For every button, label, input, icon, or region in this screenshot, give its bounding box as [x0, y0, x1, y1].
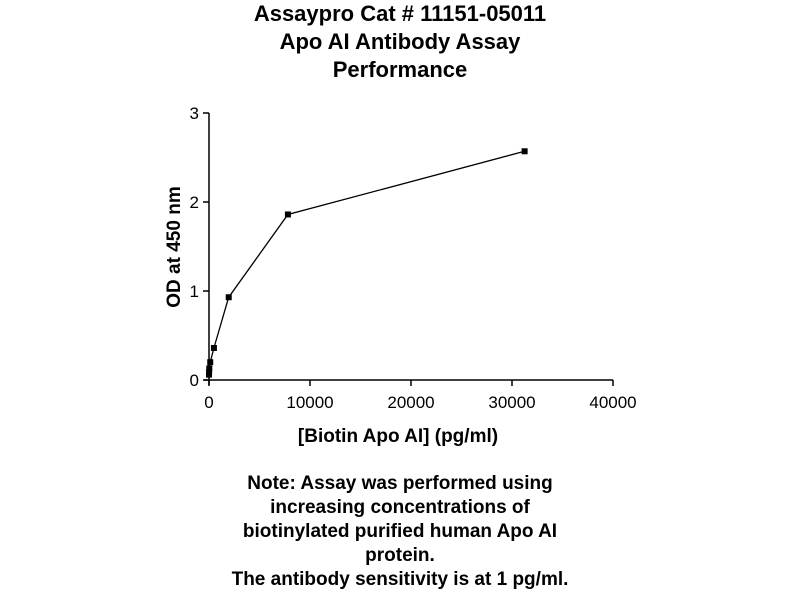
data-point [206, 371, 213, 378]
data-point [284, 211, 291, 218]
note-line-3: biotinylated purified human Apo AI [242, 521, 558, 542]
data-point [207, 359, 214, 366]
note-line-5: The antibody sensitivity is at 1 pg/ml. [231, 569, 569, 590]
data-point [210, 344, 217, 351]
y-axis-label: OD at 450 nm [164, 186, 185, 307]
series-line [208, 150, 525, 375]
data-point [206, 365, 213, 372]
chart-title: Assaypro Cat # 11151-05011 Apo AI Antibo… [0, 0, 800, 84]
x-tick-label: 0 [204, 393, 213, 412]
x-tick-label: 30000 [488, 393, 535, 412]
note-line-1: Note: Assay was performed using [247, 473, 553, 494]
x-axis-label: [Biotin Apo AI] (pg/ml) [298, 426, 498, 447]
data-point [521, 148, 528, 155]
y-tick-label: 2 [190, 193, 199, 212]
data-point [225, 294, 232, 301]
note-text: Note: Assay was performed using increasi… [0, 472, 800, 592]
note-line-2: increasing concentrations of [270, 497, 530, 518]
y-tick-label: 1 [190, 282, 199, 301]
y-tick-label: 0 [190, 371, 199, 390]
y-tick-label: 3 [190, 104, 199, 123]
note-line-4: protein. [365, 545, 435, 566]
title-line-2: Apo AI Antibody Assay [279, 29, 521, 54]
x-tick-label: 20000 [387, 393, 434, 412]
x-tick-label: 40000 [589, 393, 636, 412]
title-line-3: Performance [332, 57, 468, 82]
x-tick-label: 10000 [286, 393, 333, 412]
title-line-1: Assaypro Cat # 11151-05011 [253, 1, 547, 26]
